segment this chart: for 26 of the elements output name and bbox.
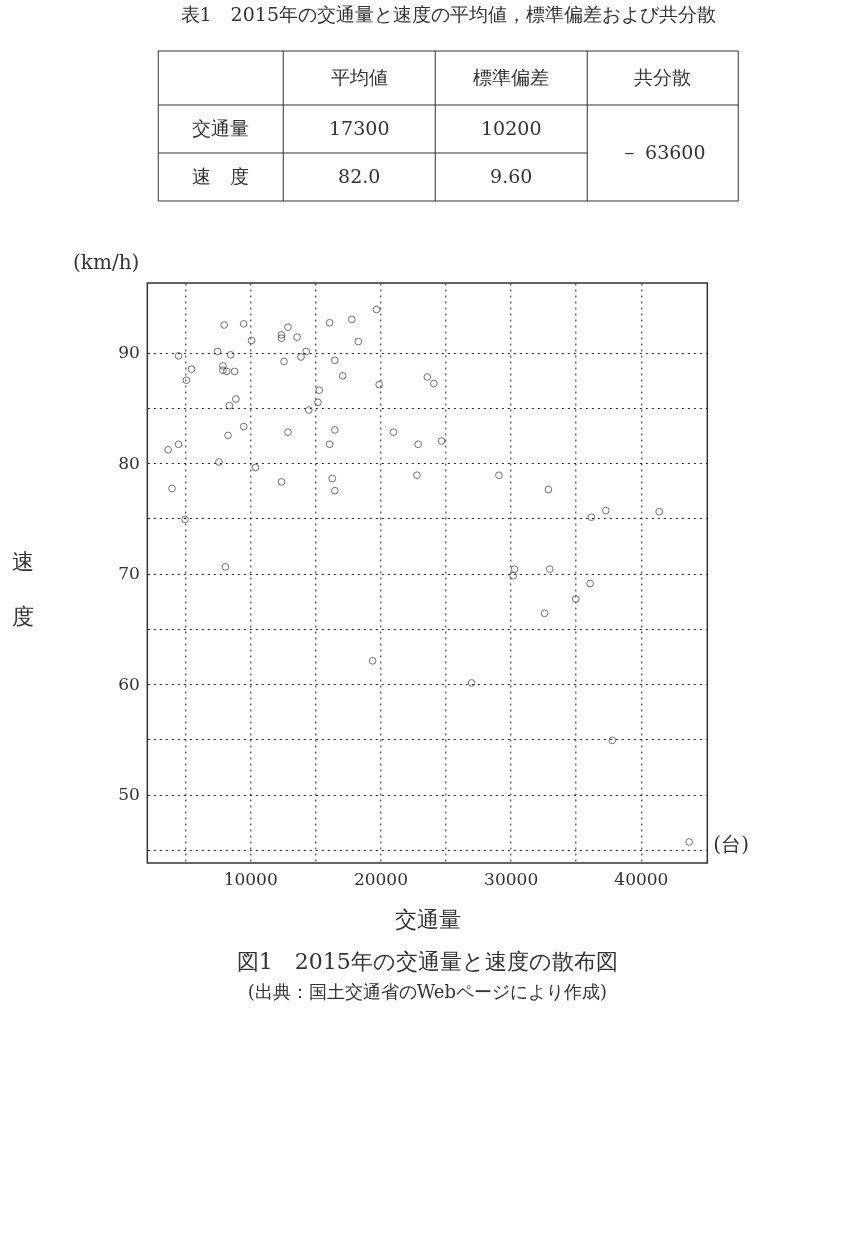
text: 17300	[329, 117, 390, 139]
text: － 63600	[620, 141, 706, 163]
x-axis-title: 交通量	[394, 906, 461, 932]
y-tick-label: 50	[118, 784, 140, 804]
text: 共分散	[634, 66, 692, 88]
text: 表1 2015年の交通量と速度の平均値，標準偏差および共分散	[180, 2, 716, 25]
y-tick-label: 60	[118, 673, 140, 694]
text: 速度	[12, 548, 35, 629]
text: 平均値	[330, 66, 388, 88]
y-tick-label: 70	[118, 563, 140, 584]
y-tick-label: 80	[118, 452, 140, 473]
y-tick-label: 90	[118, 342, 140, 363]
x-tick-label: 10000	[223, 868, 278, 889]
text: 10200	[481, 117, 542, 139]
text: 標準偏差	[473, 66, 550, 88]
x-tick-label: 30000	[484, 868, 539, 889]
text: (km/h)	[73, 250, 140, 274]
text: 図1 2015年の交通量と速度の散布図	[236, 949, 618, 974]
text: 交通量	[192, 117, 250, 139]
text: 82.0	[338, 165, 381, 187]
x-tick-label: 40000	[614, 868, 669, 889]
text: 9.60	[490, 165, 533, 187]
text: (出典：国土交通省のWebページにより作成)	[247, 981, 607, 1002]
x-tick-label: 20000	[353, 868, 408, 889]
text: (台)	[713, 832, 749, 856]
text: 速 度	[192, 165, 250, 187]
